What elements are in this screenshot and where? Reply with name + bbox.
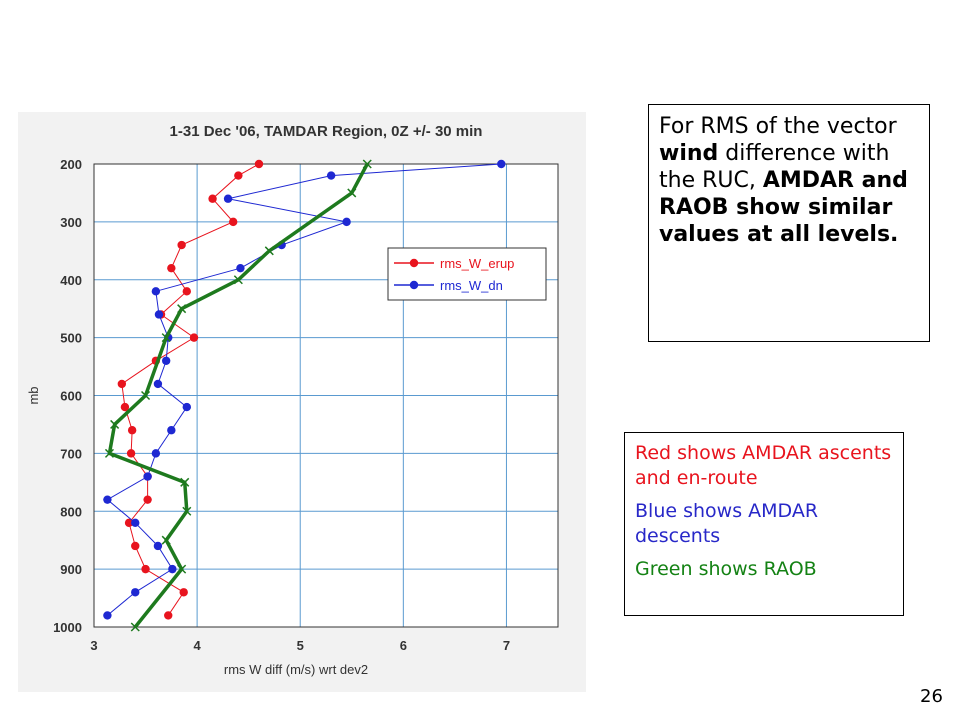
data-point-rms_W_dn <box>103 611 112 620</box>
data-point-rms_W_erup <box>234 171 243 180</box>
chart-title: 1-31 Dec '06, TAMDAR Region, 0Z +/- 30 m… <box>170 123 483 140</box>
data-point-rms_W_dn <box>153 379 163 389</box>
data-point-rms_W_dn <box>497 159 506 169</box>
data-point-raob <box>110 419 120 429</box>
data-point-rms_W_dn <box>131 588 140 597</box>
data-point-raob <box>104 448 114 458</box>
x-axis-label: rms W diff (m/s) wrt dev2 <box>224 662 368 677</box>
data-point-rms_W_dn <box>161 356 171 365</box>
x-tick-label: 7 <box>503 638 510 653</box>
rms-wind-profile-chart: 3 4 5 6 7 200 300 400 500 600 700 800 900 1000 1-31 De… <box>26 123 559 677</box>
x-tick-label: 4 <box>193 638 201 653</box>
data-point-rms_W_erup <box>189 333 199 342</box>
data-point-raob <box>130 622 140 632</box>
x-tick-label: 3 <box>90 638 97 653</box>
data-point-rms_W_erup <box>120 402 130 412</box>
note-bold-wind: wind <box>659 141 719 166</box>
data-point-raob <box>177 564 187 574</box>
data-point-rms_W_dn <box>103 495 112 504</box>
data-point-rms_W_dn <box>143 472 152 481</box>
data-point-raob <box>182 506 192 516</box>
note-bold-conclusion: AMDAR and RAOB show similar values at al… <box>659 168 908 247</box>
data-point-rms_W_dn <box>223 194 233 203</box>
data-point-rms_W_erup <box>143 495 152 504</box>
y-tick-label: 900 <box>60 562 82 577</box>
note-text-1: For RMS of the vector <box>659 114 897 139</box>
data-point-raob <box>362 159 372 169</box>
data-point-rms_W_erup <box>127 426 137 435</box>
data-point-rms_W_erup <box>254 159 264 169</box>
page-number: 26 <box>920 686 943 707</box>
y-tick-label: 500 <box>60 331 82 346</box>
data-point-rms_W_dn <box>153 541 163 551</box>
data-point-rms_W_erup <box>208 194 217 203</box>
data-point-rms_W_erup <box>179 588 188 597</box>
color-key-red: Red shows AMDAR ascents and en-route <box>635 442 892 489</box>
note-text-2: difference with the RUC, <box>659 141 890 193</box>
data-point-rms_W_erup <box>141 564 150 574</box>
chart-panel: 3 4 5 6 7 200 300 400 500 600 700 800 900 1000 1-31 De… <box>18 112 586 692</box>
note-callout: For RMS of the vector wind difference wi… <box>648 104 930 342</box>
data-point-rms_W_erup <box>117 379 127 389</box>
data-point-rms_W_erup <box>229 217 238 227</box>
data-point-rms_W_dn <box>151 449 161 458</box>
plot-frame <box>93 163 559 628</box>
legend-label: rms_W_dn <box>440 278 503 293</box>
data-point-raob <box>180 477 190 487</box>
data-point-raob <box>161 333 171 343</box>
data-point-rms_W_dn <box>326 171 336 180</box>
legend-marker <box>409 258 419 268</box>
color-key-blue: Blue shows AMDAR descents <box>635 500 819 547</box>
data-point-rms_W_erup <box>164 611 173 620</box>
data-point-rms_W_dn <box>167 426 176 435</box>
y-axis-label: mb <box>26 386 41 404</box>
y-tick-label: 300 <box>60 215 82 230</box>
data-point-rms_W_dn <box>151 287 161 296</box>
data-point-rms_W_erup <box>177 240 186 250</box>
data-point-rms_W_dn <box>168 564 177 574</box>
data-point-rms_W_erup <box>126 449 136 458</box>
y-tick-label: 700 <box>60 446 82 461</box>
y-tick-label: 600 <box>60 389 82 404</box>
legend-label: rms_W_erup <box>440 256 514 271</box>
data-point-rms_W_erup <box>167 263 176 273</box>
y-tick-label: 200 <box>60 157 82 172</box>
y-tick-label: 400 <box>60 273 82 288</box>
series-line-raob <box>107 163 369 629</box>
data-point-rms_W_dn <box>236 263 245 273</box>
data-point-rms_W_dn <box>154 310 164 319</box>
data-point-rms_W_dn <box>131 518 140 528</box>
data-point-raob <box>141 390 151 401</box>
legend-marker <box>409 280 419 290</box>
color-key-callout: Red shows AMDAR ascents and en-route Blu… <box>624 432 904 616</box>
data-point-rms_W_dn <box>182 402 191 412</box>
data-point-rms_W_erup <box>124 518 134 528</box>
data-point-rms_W_dn <box>342 217 351 227</box>
y-tick-label: 1000 <box>53 620 82 635</box>
x-tick-label: 6 <box>400 638 407 653</box>
x-tick-label: 5 <box>297 638 304 653</box>
data-point-rms_W_erup <box>131 541 140 551</box>
data-point-raob <box>161 535 171 545</box>
data-point-raob <box>347 188 357 198</box>
data-point-raob <box>233 275 243 285</box>
color-key-green: Green shows RAOB <box>635 558 817 580</box>
y-tick-label: 800 <box>60 504 82 519</box>
data-point-raob <box>264 246 274 256</box>
data-point-rms_W_erup <box>182 287 191 296</box>
data-point-raob <box>177 304 187 314</box>
legend-box <box>387 247 547 301</box>
